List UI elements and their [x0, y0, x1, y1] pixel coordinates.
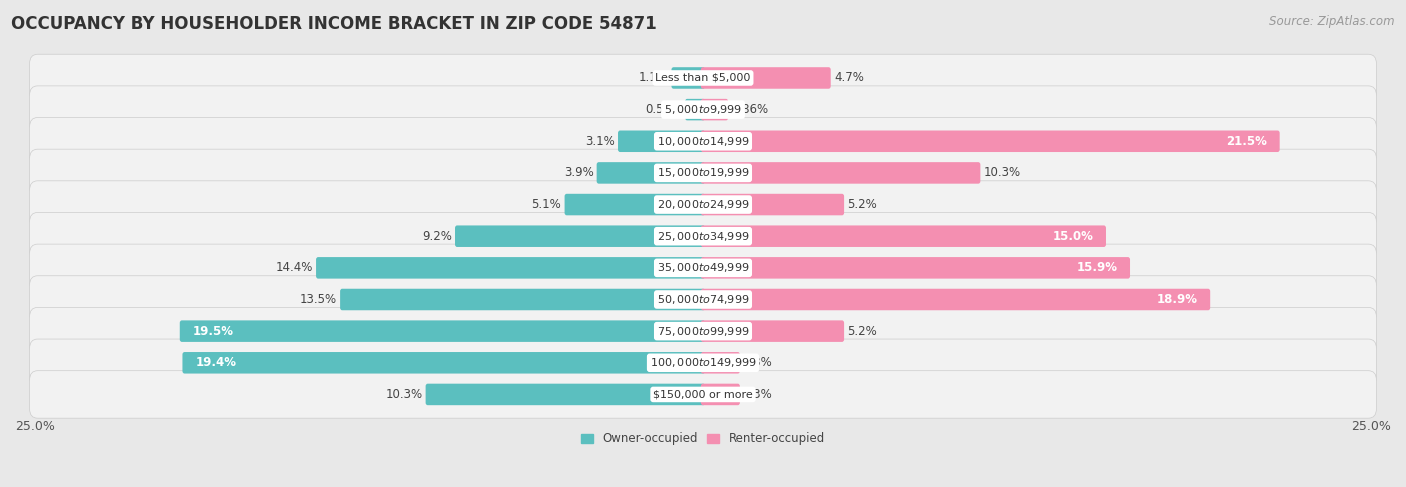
Text: 10.3%: 10.3%	[385, 388, 422, 401]
Text: 3.1%: 3.1%	[585, 135, 614, 148]
Text: 10.3%: 10.3%	[984, 167, 1021, 179]
Text: 21.5%: 21.5%	[1226, 135, 1267, 148]
FancyBboxPatch shape	[30, 371, 1376, 418]
Text: Source: ZipAtlas.com: Source: ZipAtlas.com	[1270, 15, 1395, 28]
Text: Less than $5,000: Less than $5,000	[655, 73, 751, 83]
Text: OCCUPANCY BY HOUSEHOLDER INCOME BRACKET IN ZIP CODE 54871: OCCUPANCY BY HOUSEHOLDER INCOME BRACKET …	[11, 15, 657, 33]
FancyBboxPatch shape	[316, 257, 706, 279]
Text: 1.3%: 1.3%	[744, 388, 773, 401]
FancyBboxPatch shape	[700, 320, 844, 342]
FancyBboxPatch shape	[700, 225, 1107, 247]
Text: 5.2%: 5.2%	[848, 198, 877, 211]
FancyBboxPatch shape	[596, 162, 706, 184]
Text: 18.9%: 18.9%	[1156, 293, 1198, 306]
FancyBboxPatch shape	[685, 99, 706, 120]
Text: 15.9%: 15.9%	[1076, 262, 1118, 274]
Text: 4.7%: 4.7%	[834, 72, 863, 84]
Text: 5.1%: 5.1%	[531, 198, 561, 211]
FancyBboxPatch shape	[700, 384, 740, 405]
Text: $100,000 to $149,999: $100,000 to $149,999	[650, 356, 756, 369]
FancyBboxPatch shape	[30, 149, 1376, 197]
FancyBboxPatch shape	[180, 320, 706, 342]
Text: 9.2%: 9.2%	[422, 230, 451, 243]
FancyBboxPatch shape	[700, 194, 844, 215]
Text: $50,000 to $74,999: $50,000 to $74,999	[657, 293, 749, 306]
FancyBboxPatch shape	[700, 67, 831, 89]
FancyBboxPatch shape	[30, 117, 1376, 165]
FancyBboxPatch shape	[700, 162, 980, 184]
FancyBboxPatch shape	[426, 384, 706, 405]
Text: $10,000 to $14,999: $10,000 to $14,999	[657, 135, 749, 148]
Text: $75,000 to $99,999: $75,000 to $99,999	[657, 325, 749, 337]
Text: 0.59%: 0.59%	[645, 103, 682, 116]
Text: 15.0%: 15.0%	[1052, 230, 1092, 243]
Text: 1.1%: 1.1%	[638, 72, 668, 84]
FancyBboxPatch shape	[30, 54, 1376, 102]
FancyBboxPatch shape	[30, 307, 1376, 355]
Text: 1.3%: 1.3%	[744, 356, 773, 369]
Text: 5.2%: 5.2%	[848, 325, 877, 337]
Text: 19.4%: 19.4%	[195, 356, 236, 369]
FancyBboxPatch shape	[700, 352, 740, 374]
FancyBboxPatch shape	[340, 289, 706, 310]
FancyBboxPatch shape	[30, 276, 1376, 323]
Text: $5,000 to $9,999: $5,000 to $9,999	[664, 103, 742, 116]
FancyBboxPatch shape	[700, 99, 728, 120]
Legend: Owner-occupied, Renter-occupied: Owner-occupied, Renter-occupied	[576, 428, 830, 450]
FancyBboxPatch shape	[183, 352, 706, 374]
Text: $15,000 to $19,999: $15,000 to $19,999	[657, 167, 749, 179]
FancyBboxPatch shape	[456, 225, 706, 247]
Text: $25,000 to $34,999: $25,000 to $34,999	[657, 230, 749, 243]
FancyBboxPatch shape	[565, 194, 706, 215]
FancyBboxPatch shape	[30, 181, 1376, 228]
FancyBboxPatch shape	[30, 244, 1376, 292]
Text: 3.9%: 3.9%	[564, 167, 593, 179]
Text: $150,000 or more: $150,000 or more	[654, 390, 752, 399]
Text: $20,000 to $24,999: $20,000 to $24,999	[657, 198, 749, 211]
Text: 14.4%: 14.4%	[276, 262, 314, 274]
Text: 13.5%: 13.5%	[299, 293, 337, 306]
Text: 0.86%: 0.86%	[731, 103, 769, 116]
Text: 19.5%: 19.5%	[193, 325, 233, 337]
FancyBboxPatch shape	[672, 67, 706, 89]
FancyBboxPatch shape	[30, 86, 1376, 133]
FancyBboxPatch shape	[700, 289, 1211, 310]
FancyBboxPatch shape	[700, 257, 1130, 279]
Text: $35,000 to $49,999: $35,000 to $49,999	[657, 262, 749, 274]
FancyBboxPatch shape	[30, 212, 1376, 260]
FancyBboxPatch shape	[619, 131, 706, 152]
FancyBboxPatch shape	[30, 339, 1376, 387]
FancyBboxPatch shape	[700, 131, 1279, 152]
